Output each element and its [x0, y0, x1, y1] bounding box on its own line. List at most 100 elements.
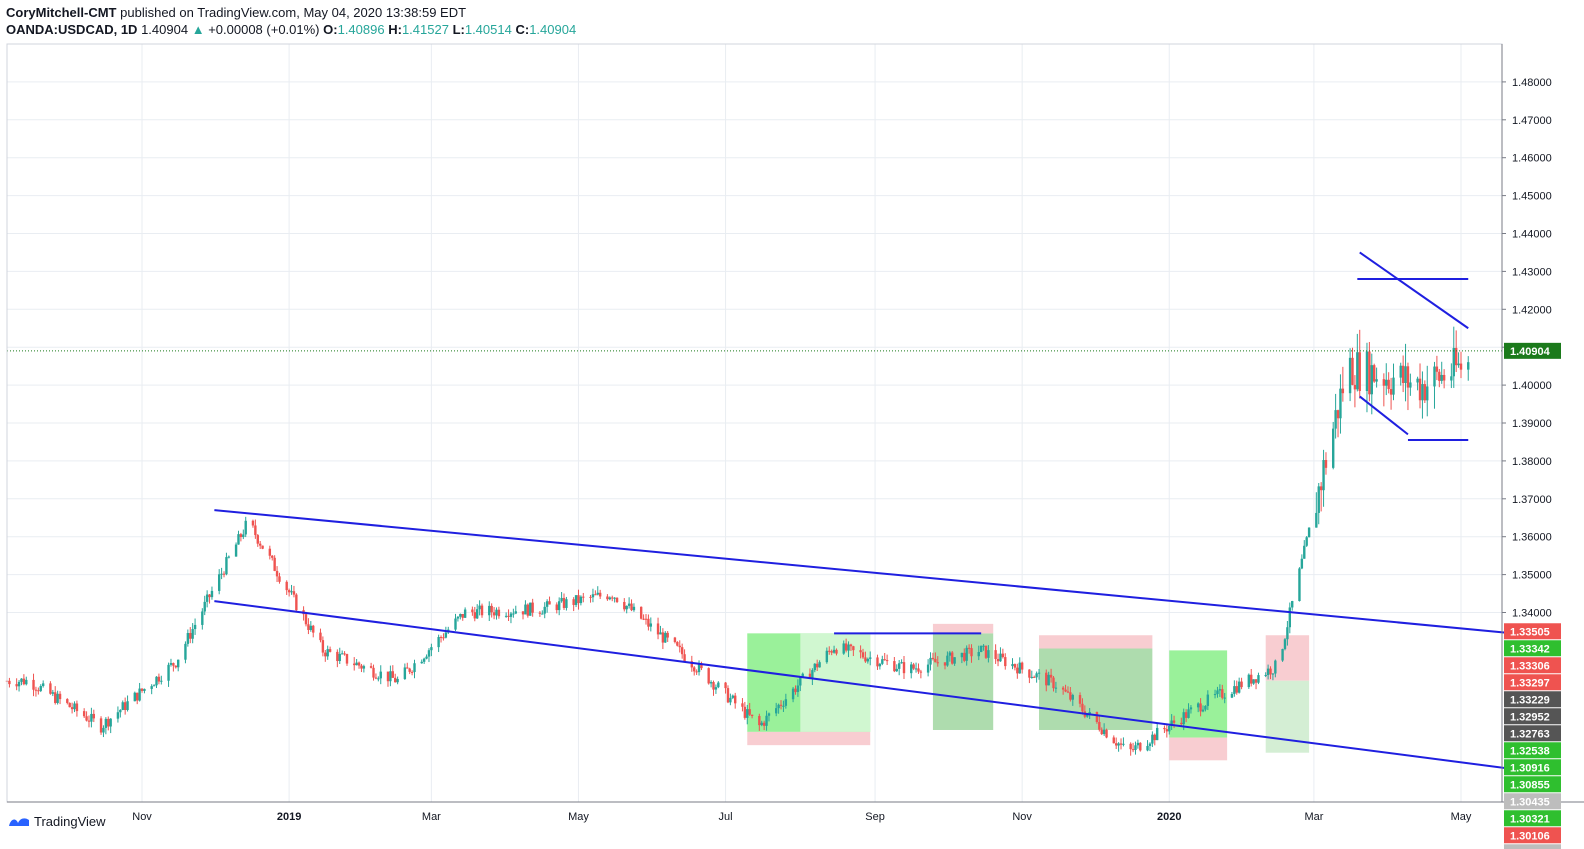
candle: [234, 542, 238, 557]
price-label-tag: [1504, 725, 1561, 742]
candle-body: [459, 613, 462, 617]
candle: [697, 660, 701, 676]
candle-body: [953, 657, 956, 664]
candle: [712, 680, 715, 696]
footer-brand[interactable]: TradingView: [8, 814, 106, 829]
candle-body: [295, 594, 298, 611]
candle-body: [1370, 365, 1373, 395]
price-label-text: 1.30084: [1510, 847, 1551, 849]
candle-body: [1300, 558, 1304, 569]
candle-body: [514, 611, 517, 614]
candle-body: [1134, 745, 1137, 750]
author-name[interactable]: CoryMitchell-CMT: [6, 5, 117, 20]
candle-body: [1459, 363, 1463, 370]
candle: [632, 603, 636, 612]
candle-body: [1368, 351, 1371, 395]
candle-body: [360, 665, 363, 669]
candle: [1240, 677, 1243, 690]
price-label-tag: [1504, 793, 1561, 810]
candle: [765, 710, 768, 731]
candle: [825, 647, 829, 664]
candle-body: [1281, 649, 1284, 661]
candle-body: [521, 611, 525, 615]
candle: [225, 552, 228, 576]
candle-body: [869, 657, 872, 659]
candle: [859, 645, 862, 659]
candle: [1049, 668, 1053, 683]
candle-body: [1341, 388, 1345, 394]
price-label-tag: [1504, 827, 1561, 844]
candle: [627, 597, 631, 609]
candle: [996, 653, 1000, 667]
candle-body: [1406, 366, 1410, 388]
y-tick-label: 1.46000: [1512, 153, 1552, 165]
candle-body: [406, 667, 409, 669]
candle-body: [150, 686, 153, 689]
candle: [186, 629, 190, 647]
candle: [861, 648, 865, 659]
candle: [678, 640, 681, 653]
candle: [866, 657, 870, 664]
candle: [119, 709, 122, 718]
candle-body: [1182, 712, 1185, 725]
candle-body: [39, 686, 42, 691]
candle-body: [1450, 376, 1453, 381]
candle: [20, 678, 23, 686]
candle: [794, 685, 797, 695]
candle: [680, 643, 684, 659]
candle-body: [439, 637, 443, 639]
candle: [70, 702, 74, 714]
candle-body: [693, 667, 696, 672]
candle-body: [676, 642, 679, 646]
candle-body: [1438, 371, 1441, 381]
candle-body: [34, 689, 38, 691]
candle: [895, 664, 898, 672]
candle-body: [900, 662, 903, 664]
candle: [1196, 702, 1200, 713]
candle: [239, 532, 243, 542]
candle-body: [420, 661, 423, 664]
candle-body: [844, 643, 848, 651]
price-label-text: 1.30916: [1510, 762, 1550, 774]
candle-body: [1353, 384, 1357, 390]
candle: [444, 626, 448, 639]
candle: [87, 715, 91, 728]
candle-body: [1423, 384, 1427, 401]
candle-body: [268, 548, 272, 556]
candle-body: [632, 606, 636, 611]
candle: [693, 666, 696, 676]
candle-body: [864, 657, 867, 662]
candle: [456, 616, 460, 622]
candle: [177, 659, 180, 672]
candle-body: [695, 671, 698, 673]
candle-body: [319, 632, 322, 641]
candle-body: [476, 609, 479, 619]
candle-body: [1332, 428, 1335, 468]
symbol-label[interactable]: OANDA:USDCAD, 1D: [6, 22, 138, 37]
candle-body: [1071, 695, 1074, 700]
candle-body: [507, 615, 510, 617]
price-label-text: 1.33505: [1510, 626, 1550, 638]
candle: [1064, 684, 1067, 693]
chart-header: CoryMitchell-CMT published on TradingVie…: [6, 4, 576, 38]
candle: [775, 702, 778, 717]
candle-body: [1037, 672, 1041, 674]
candle-body: [825, 650, 829, 663]
candle: [157, 673, 161, 685]
price-label-text: 1.30321: [1510, 813, 1550, 825]
candle-body: [741, 703, 744, 707]
candle-body: [649, 623, 653, 627]
candle-body: [934, 658, 937, 663]
candle: [155, 676, 158, 688]
candle: [492, 607, 496, 620]
candle: [514, 605, 517, 615]
candle-body: [107, 718, 110, 727]
candle: [1129, 742, 1132, 756]
candle-body: [948, 652, 952, 656]
candle: [242, 529, 245, 540]
candle-body: [1315, 512, 1318, 528]
candle-body: [227, 556, 231, 558]
candle-body: [914, 668, 918, 670]
candle-body: [1078, 695, 1082, 704]
